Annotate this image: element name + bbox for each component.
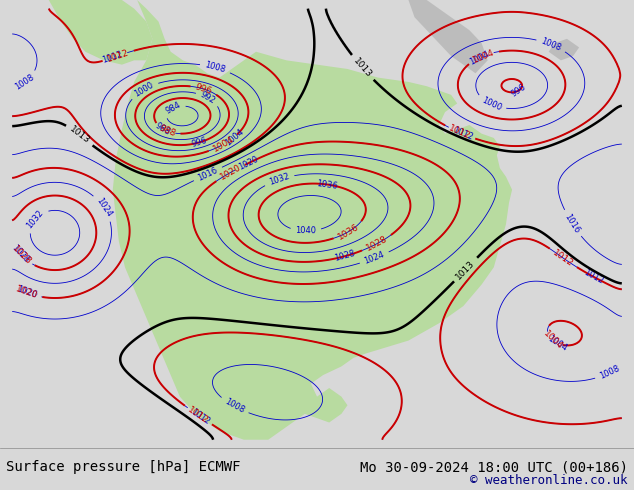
Text: 1020: 1020 [15,285,38,300]
Text: 1004: 1004 [471,48,495,64]
Text: 1013: 1013 [351,56,373,79]
Text: 1036: 1036 [337,222,361,242]
Text: 1008: 1008 [598,364,621,381]
Text: 1012: 1012 [101,50,124,65]
Text: 1032: 1032 [268,172,291,187]
Text: 1024: 1024 [94,196,113,219]
Text: Surface pressure [hPa] ECMWF: Surface pressure [hPa] ECMWF [6,460,241,474]
Text: 1028: 1028 [10,243,31,265]
Text: 1004: 1004 [541,329,564,351]
Text: 996: 996 [191,136,209,149]
Text: 996: 996 [509,83,527,99]
Text: 1004: 1004 [223,127,245,147]
Text: 1020: 1020 [218,163,243,182]
Polygon shape [49,0,152,65]
Text: 1013: 1013 [68,125,91,146]
Text: 988: 988 [157,123,177,139]
Text: 992: 992 [199,90,217,106]
Text: 984: 984 [164,100,182,116]
Text: 1008: 1008 [223,397,246,416]
Text: 1013: 1013 [455,258,477,281]
Text: 1004: 1004 [212,135,236,154]
Text: © weatheronline.co.uk: © weatheronline.co.uk [470,474,628,487]
Text: 1008: 1008 [13,73,36,92]
Text: 1000: 1000 [133,80,155,98]
Text: 1000: 1000 [480,96,503,113]
Text: 1008: 1008 [204,61,226,75]
Text: 1012: 1012 [451,125,474,142]
Text: 1016: 1016 [563,212,581,235]
Text: 1008: 1008 [540,37,563,53]
Text: 1028: 1028 [365,234,389,253]
Text: Mo 30-09-2024 18:00 UTC (00+186): Mo 30-09-2024 18:00 UTC (00+186) [359,460,628,474]
Text: 988: 988 [154,121,172,137]
Text: 1016: 1016 [197,165,219,182]
Text: 1024: 1024 [363,250,386,266]
Text: 1012: 1012 [448,124,472,141]
Text: 1036: 1036 [316,178,339,191]
Text: 1012: 1012 [106,48,131,64]
Text: 1004: 1004 [546,334,568,353]
Text: 1020: 1020 [237,154,260,171]
Text: 1012: 1012 [582,268,605,286]
Text: 996: 996 [194,82,214,96]
Text: 1012: 1012 [551,248,575,268]
Text: 1028: 1028 [11,244,33,267]
Text: 1020: 1020 [14,285,39,301]
Text: 1012: 1012 [189,407,212,426]
Polygon shape [113,0,512,440]
Text: 1028: 1028 [333,249,356,264]
Text: 1004: 1004 [468,49,491,66]
Polygon shape [408,0,488,74]
Text: 1012: 1012 [186,405,210,425]
Polygon shape [548,39,579,60]
Text: 1040: 1040 [295,226,316,236]
Text: 1032: 1032 [25,208,46,230]
